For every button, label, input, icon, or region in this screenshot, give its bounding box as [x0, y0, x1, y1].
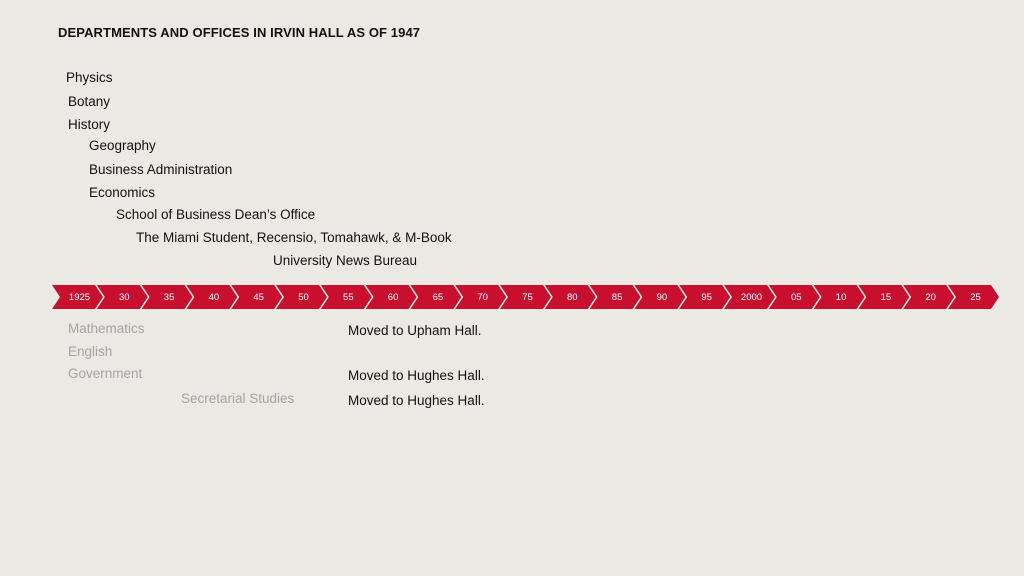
move-note-secretarial-studies: Moved to Hughes Hall.	[348, 393, 485, 408]
timeline-tick-label: 05	[791, 291, 802, 303]
unit-label: Botany	[68, 94, 111, 109]
timeline-tick: 2000	[724, 285, 775, 309]
former-unit-label: Mathematics	[68, 321, 145, 336]
unit-row-geography: Geography	[87, 138, 526, 160]
timeline-tick: 65	[410, 285, 461, 309]
former-unit-row-english: English	[66, 344, 160, 366]
timeline-tick-label: 90	[656, 291, 668, 303]
unit-label: Geography	[89, 138, 156, 153]
unit-label: University News Bureau	[273, 253, 418, 268]
unit-row-physics: Physics	[64, 70, 526, 92]
move-note-government: Moved to Hughes Hall.	[348, 368, 485, 383]
timeline-tick: 90	[634, 285, 685, 309]
timeline-tick-label: 1925	[68, 291, 91, 303]
slide-title: DEPARTMENTS AND OFFICES IN IRVIN HALL AS…	[58, 25, 421, 40]
year-timeline: 1925 30 35 40 45 50 55 60 65 70 75 80 85 90 95 2000 05 10…	[52, 285, 1002, 311]
timeline-tick: 15	[858, 285, 909, 309]
timeline-tick: 45	[231, 285, 282, 309]
timeline-tick: 40	[186, 285, 237, 309]
former-unit-label: Government	[68, 366, 143, 381]
timeline-tick: 50	[276, 285, 327, 309]
timeline-tick: 1925	[52, 285, 103, 309]
unit-label: Physics	[66, 70, 113, 85]
former-unit-label: Secretarial Studies	[181, 391, 295, 406]
timeline-tick: 85	[590, 285, 641, 309]
timeline-tick: 20	[903, 285, 954, 309]
unit-row-student-publications: The Miami Student, Recensio, Tomahawk, &…	[134, 230, 548, 252]
unit-row-botany: Botany	[66, 94, 526, 116]
unit-label: Business Administration	[89, 162, 233, 177]
timeline-tick: 10	[814, 285, 865, 309]
unit-row-business-deans-office: School of Business Dean’s Office	[114, 207, 526, 229]
timeline-tick-label: 70	[477, 291, 488, 303]
timeline-tick: 30	[97, 285, 148, 309]
former-unit-row-mathematics: Mathematics	[66, 321, 261, 343]
timeline-tick-label: 35	[163, 291, 175, 303]
timeline-tick-label: 65	[432, 291, 444, 303]
timeline-tick: 75	[500, 285, 551, 309]
timeline-tick-label: 60	[387, 291, 399, 303]
timeline-tick: 60	[366, 285, 417, 309]
timeline-tick-label: 40	[208, 291, 220, 303]
timeline-tick-label: 95	[701, 291, 712, 303]
timeline-tick: 25	[948, 285, 999, 309]
unit-label: The Miami Student, Recensio, Tomahawk, &…	[136, 230, 452, 245]
timeline-tick: 35	[142, 285, 193, 309]
unit-row-economics: Economics	[87, 185, 526, 207]
former-unit-row-secretarial-studies: Secretarial Studies	[179, 391, 294, 413]
unit-label: Economics	[89, 185, 156, 200]
timeline-tick-label: 50	[298, 291, 309, 303]
timeline-tick-label: 80	[567, 291, 578, 303]
timeline-tick-label: 25	[970, 291, 981, 303]
unit-row-history: History	[66, 117, 526, 139]
unit-row-news-bureau: University News Bureau	[271, 253, 587, 275]
unit-label: History	[68, 117, 111, 132]
move-note-mathematics: Moved to Upham Hall.	[348, 323, 482, 338]
timeline-tick-label: 45	[253, 291, 264, 303]
former-unit-label: English	[68, 344, 113, 359]
timeline-tick-label: 85	[611, 291, 623, 303]
timeline-tick-label: 20	[925, 291, 936, 303]
timeline-tick: 05	[769, 285, 820, 309]
timeline-tick-label: 15	[880, 291, 892, 303]
timeline-tick-label: 30	[119, 291, 130, 303]
timeline-tick: 70	[455, 285, 506, 309]
former-unit-row-government: Government	[66, 366, 254, 388]
timeline-tick: 80	[545, 285, 596, 309]
timeline-tick-label: 10	[835, 291, 847, 303]
timeline-tick-label: 75	[522, 291, 533, 303]
unit-row-business-administration: Business Administration	[87, 162, 526, 184]
timeline-tick: 95	[679, 285, 730, 309]
timeline-tick-label: 55	[343, 291, 354, 303]
unit-label: School of Business Dean’s Office	[116, 207, 316, 222]
timeline-tick: 55	[321, 285, 372, 309]
timeline-tick-label: 2000	[740, 291, 763, 303]
